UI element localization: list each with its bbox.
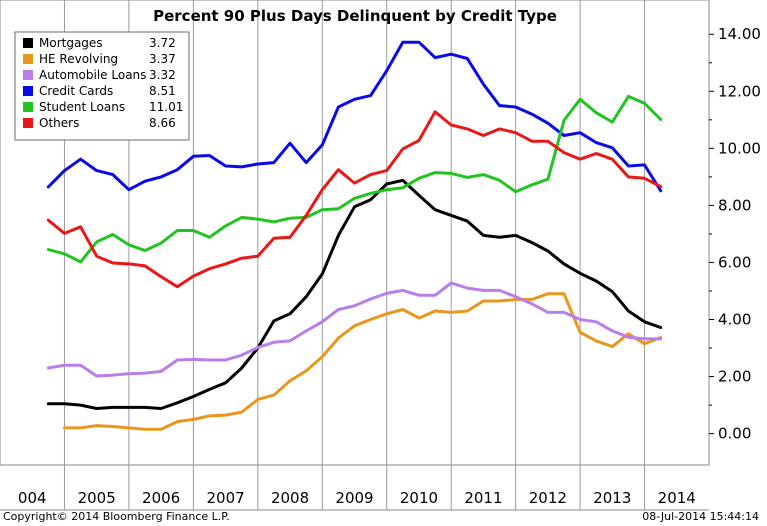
x-tick-label: 2007 <box>206 489 244 507</box>
legend-label: Automobile Loans <box>39 68 146 82</box>
x-tick-label: 2009 <box>335 489 373 507</box>
chart-title: Percent 90 Plus Days Delinquent by Credi… <box>153 7 557 25</box>
x-tick-label: 2012 <box>529 489 567 507</box>
legend-swatch <box>23 102 33 112</box>
copyright-notice: Copyright© 2014 Bloomberg Finance L.P. <box>3 510 230 523</box>
timestamp: 08-Jul-2014 15:44:14 <box>642 510 759 523</box>
y-tick-label: 12.00 <box>718 82 761 100</box>
x-tick-label: 2013 <box>593 489 631 507</box>
x-tick-label: 2011 <box>464 489 502 507</box>
x-axis: 004 2005 2006 2007 2008 2009 2010 2011 2012 2013 2… <box>18 489 696 507</box>
x-tick-label: 2010 <box>400 489 438 507</box>
legend-value: 3.72 <box>149 36 176 50</box>
series-line-automobile-loans <box>48 283 660 376</box>
legend-label: Mortgages <box>39 36 103 50</box>
y-tick-label: 0.00 <box>718 425 751 443</box>
x-tick-label: 004 <box>18 489 47 507</box>
legend-value: 11.01 <box>149 100 183 114</box>
legend-swatch <box>23 86 33 96</box>
chart-canvas: 0.00 2.00 4.00 6.00 8.00 10.00 12.00 14.00 004 2… <box>0 0 767 526</box>
y-tick-label: 10.00 <box>718 139 761 157</box>
legend: Mortgages 3.72 HE Revolving 3.37Automobile … <box>15 32 189 140</box>
legend-value: 8.66 <box>149 116 176 130</box>
x-tick-label: 2006 <box>142 489 180 507</box>
y-tick-label: 4.00 <box>718 311 751 329</box>
y-tick-label: 14.00 <box>718 25 761 43</box>
x-tick-label: 2014 <box>658 489 696 507</box>
legend-swatch <box>23 70 33 80</box>
legend-value: 8.51 <box>149 84 176 98</box>
legend-swatch <box>23 118 33 128</box>
legend-value: 3.32 <box>149 68 176 82</box>
x-tick-label: 2005 <box>78 489 116 507</box>
legend-label: Others <box>39 116 79 130</box>
legend-value: 3.37 <box>149 52 176 66</box>
legend-swatch <box>23 38 33 48</box>
legend-swatch <box>23 54 33 64</box>
y-axis: 0.00 2.00 4.00 6.00 8.00 10.00 12.00 14.00 <box>709 25 761 442</box>
x-tick-label: 2008 <box>271 489 309 507</box>
legend-label: HE Revolving <box>39 52 118 66</box>
y-tick-label: 2.00 <box>718 368 751 386</box>
y-tick-label: 8.00 <box>718 196 751 214</box>
legend-label: Credit Cards <box>39 84 113 98</box>
legend-label: Student Loans <box>39 100 125 114</box>
y-tick-label: 6.00 <box>718 253 751 271</box>
